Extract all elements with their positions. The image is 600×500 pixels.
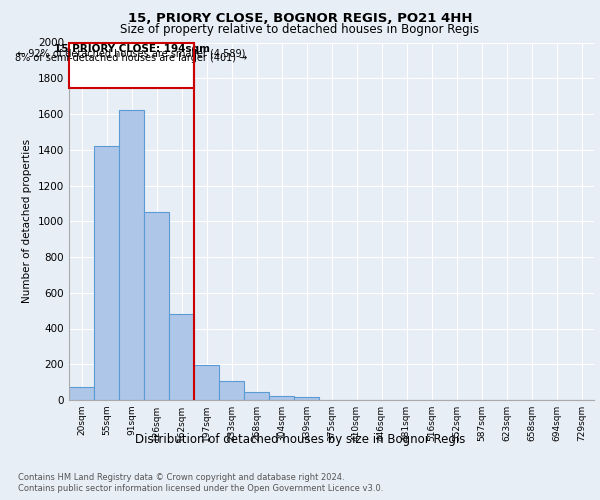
- Text: 15 PRIORY CLOSE: 194sqm: 15 PRIORY CLOSE: 194sqm: [53, 44, 209, 54]
- Bar: [144, 212, 169, 400]
- Y-axis label: Number of detached properties: Number of detached properties: [22, 139, 32, 304]
- Bar: [69, 386, 94, 400]
- Bar: [219, 381, 244, 400]
- Bar: [169, 314, 194, 400]
- Bar: [69, 42, 194, 88]
- Text: ← 92% of detached houses are smaller (4,589): ← 92% of detached houses are smaller (4,…: [17, 49, 245, 59]
- Bar: [244, 392, 269, 400]
- Bar: [194, 365, 219, 400]
- Text: 15, PRIORY CLOSE, BOGNOR REGIS, PO21 4HH: 15, PRIORY CLOSE, BOGNOR REGIS, PO21 4HH: [128, 12, 472, 26]
- Text: Distribution of detached houses by size in Bognor Regis: Distribution of detached houses by size …: [135, 432, 465, 446]
- Text: Contains public sector information licensed under the Open Government Licence v3: Contains public sector information licen…: [18, 484, 383, 493]
- Bar: [119, 110, 144, 400]
- Bar: [94, 146, 119, 400]
- Text: Contains HM Land Registry data © Crown copyright and database right 2024.: Contains HM Land Registry data © Crown c…: [18, 472, 344, 482]
- Text: 8% of semi-detached houses are larger (401) →: 8% of semi-detached houses are larger (4…: [16, 53, 248, 63]
- Text: Size of property relative to detached houses in Bognor Regis: Size of property relative to detached ho…: [121, 22, 479, 36]
- Bar: [294, 398, 319, 400]
- Bar: [269, 396, 294, 400]
